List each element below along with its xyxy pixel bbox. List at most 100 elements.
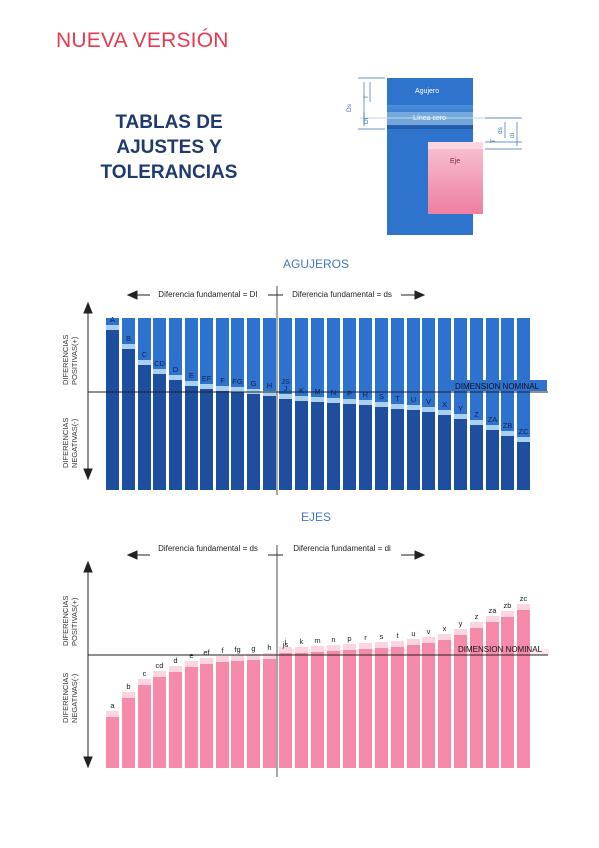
hole-letter-h: H bbox=[267, 381, 272, 390]
hole-letter-za: ZA bbox=[488, 415, 498, 424]
shaft-zone-band-d bbox=[169, 666, 182, 672]
shaft-letter-z: z bbox=[475, 612, 479, 621]
zero-line-label: Línea cero bbox=[413, 115, 446, 122]
shaft-zone-band-za bbox=[486, 616, 499, 622]
shafts-negative-label-2: NEGATIVAS(-) bbox=[70, 673, 79, 723]
shafts-vertical-axis bbox=[83, 560, 93, 769]
shaft-letter-n: n bbox=[331, 635, 335, 644]
shaft-letter-zc: zc bbox=[520, 594, 528, 603]
shaft-letter-x: x bbox=[443, 624, 447, 633]
shafts-negative-label-1: DIFERENCIAS bbox=[61, 673, 70, 723]
hole-letter-zc: ZC bbox=[519, 427, 530, 436]
shaft-letter-za: za bbox=[489, 606, 498, 615]
hole-letter-a: A bbox=[110, 315, 115, 324]
hole-zone-band-a bbox=[106, 325, 119, 330]
holes-positive-label-2: POSITIVAS(+) bbox=[70, 336, 79, 385]
shaft-zone-band-p bbox=[343, 644, 356, 650]
shaft-zone-band-g bbox=[247, 654, 260, 660]
shaft-label: Eje bbox=[450, 158, 460, 165]
shafts-left-arrow-label: Diferencia fundamental = ds bbox=[158, 544, 258, 553]
hole-letter-v: V bbox=[426, 397, 431, 406]
shaft-letter-t: t bbox=[396, 631, 399, 640]
hole-dimension-markers bbox=[358, 77, 385, 130]
shaft-bar-z bbox=[470, 628, 483, 768]
shaft-zone-band-c bbox=[138, 679, 151, 685]
hole-letter-u: U bbox=[411, 395, 416, 404]
hole-zone-zb bbox=[501, 436, 514, 490]
holes-positive-label-1: DIFERENCIAS bbox=[61, 335, 70, 385]
hole-zone-fg bbox=[231, 392, 244, 490]
hole-zone-band-x bbox=[438, 410, 451, 415]
shaft-letter-k: k bbox=[300, 637, 304, 646]
shaft-zone-band-zc bbox=[517, 604, 530, 610]
holes-deviation-chart: AGUJEROS Diferencia fundamental = DI Dif… bbox=[61, 257, 548, 495]
hole-zone-y bbox=[454, 419, 467, 490]
holes-vertical-axis bbox=[83, 301, 93, 481]
hole-zone-cd bbox=[153, 374, 166, 490]
hole-zone-band-f bbox=[216, 386, 229, 391]
shaft-letter-f: f bbox=[221, 646, 224, 655]
hole-zone-r bbox=[359, 405, 372, 490]
shaft-bar-c bbox=[138, 685, 151, 768]
hole-letter-r: R bbox=[363, 390, 369, 399]
hole-zone-band-z bbox=[470, 420, 483, 425]
hole-zone-band-ef bbox=[200, 384, 213, 389]
hole-zone-j bbox=[279, 399, 292, 490]
shaft-letter-m: m bbox=[314, 636, 320, 645]
hole-zone-k bbox=[295, 401, 308, 490]
hole-letter-x: X bbox=[442, 400, 447, 409]
hole-zone-band-fg bbox=[231, 387, 244, 392]
hole-zone-band-zb bbox=[501, 431, 514, 436]
holes-right-arrow-label: Diferencia fundamental = ds bbox=[292, 290, 392, 299]
shafts-positive-label-2: POSITIVAS(+) bbox=[70, 597, 79, 646]
shaft-letter-s: s bbox=[380, 632, 384, 641]
shaft-zone-band-r bbox=[359, 643, 372, 649]
hole-block-top bbox=[387, 78, 473, 105]
hole-zone-band-m bbox=[311, 397, 324, 402]
shaft-bar-n bbox=[327, 651, 340, 768]
hole-zone-s bbox=[375, 407, 388, 490]
hole-zone-m bbox=[311, 402, 324, 490]
shaft-bar-v bbox=[422, 643, 435, 768]
hole-letter-s: S bbox=[379, 392, 384, 401]
shaft-bar-t bbox=[391, 647, 404, 768]
hole-letter-y: Y bbox=[458, 404, 463, 413]
shaft-bar-b bbox=[122, 698, 135, 768]
hole-letter-b: B bbox=[126, 334, 131, 343]
shaft-letter-y: y bbox=[459, 619, 463, 628]
shafts-deviation-chart: EJES Diferencia fundamental = ds Diferen… bbox=[61, 510, 549, 777]
title-line-1: TABLAS DE bbox=[115, 112, 223, 133]
shaft-bar-zb bbox=[501, 617, 514, 768]
di-upper-label: Di bbox=[363, 118, 370, 124]
shaft-letter-g: g bbox=[251, 644, 255, 653]
shaft-zone-band-m bbox=[311, 646, 324, 652]
shaft-zone-band-f bbox=[216, 656, 229, 662]
shaft-zone-band-n bbox=[327, 645, 340, 651]
di-lower-label: di bbox=[509, 133, 516, 138]
shaft-bar-ef bbox=[200, 664, 213, 768]
hole-zone-band-zc bbox=[517, 437, 530, 442]
hole-zone-g bbox=[247, 394, 260, 490]
shaft-bar-u bbox=[407, 645, 420, 768]
holes-negative-label-2: NEGATIVAS(-) bbox=[70, 418, 79, 468]
title-line-3: TOLERANCIAS bbox=[100, 162, 238, 183]
hole-zone-h bbox=[263, 396, 276, 490]
hole-zone-band-n bbox=[327, 398, 340, 403]
shaft-zone-band-x bbox=[438, 634, 451, 640]
hole-zone-band-d bbox=[169, 375, 182, 380]
hole-zone-band-e bbox=[185, 381, 198, 386]
shafts-nominal-label: DIMENSION NOMINAL bbox=[458, 645, 543, 654]
shaft-letter-d: d bbox=[173, 656, 177, 665]
shaft-bar-d bbox=[169, 672, 182, 768]
shaft-letter-c: c bbox=[143, 669, 147, 678]
hole-zone-b bbox=[122, 349, 135, 490]
shaft-zone-band-e bbox=[185, 661, 198, 667]
shaft-bar-g bbox=[247, 660, 260, 768]
shaft-bar-cd bbox=[153, 677, 166, 768]
shaft-zone-band-zb bbox=[501, 611, 514, 617]
shaft-zone-band-u bbox=[407, 639, 420, 645]
shaft-letter-zb: zb bbox=[504, 601, 512, 610]
hole-zone-band-v bbox=[422, 407, 435, 412]
hole-letter-t: T bbox=[395, 394, 400, 403]
hole-zone-band-p bbox=[343, 399, 356, 404]
